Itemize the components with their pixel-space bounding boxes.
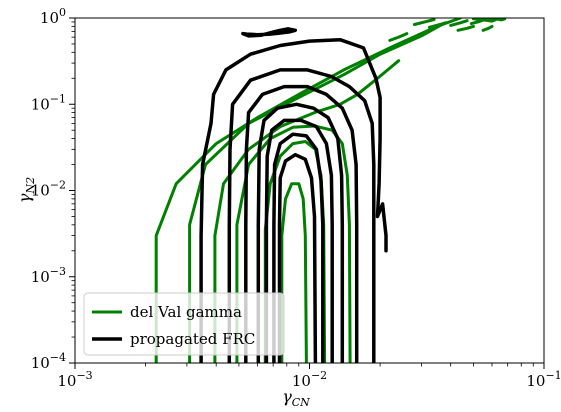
contour-line-propagated-frc — [272, 132, 325, 363]
contour-line-propagated-frc — [264, 118, 334, 363]
contour-line-del-val-gamma — [456, 24, 475, 32]
contour-line-del-val-gamma — [493, 18, 507, 22]
contour-line-propagated-frc — [244, 84, 359, 363]
y-tick-label: 100 — [40, 6, 66, 27]
x-tick-label: 10−2 — [292, 369, 327, 390]
contour-line-propagated-frc — [199, 37, 388, 363]
legend-label-del-val-gamma: del Val gamma — [130, 303, 242, 321]
legend: del Val gamma propagated FRC — [83, 292, 285, 356]
y-tick-label: 10−3 — [31, 265, 66, 286]
legend-label-propagated-frc: propagated FRC — [130, 330, 255, 348]
y-axis-title: γN2 — [15, 177, 37, 203]
x-axis: 10−3 10−2 10−1 — [57, 363, 561, 390]
contour-line-propagated-frc — [227, 68, 376, 363]
y-tick-label: 10−1 — [31, 92, 66, 113]
contour-line-del-val-gamma — [280, 182, 308, 363]
y-tick-label: 10−4 — [31, 351, 66, 372]
contour-line-del-val-gamma — [412, 18, 436, 26]
contour-line-propagated-frc — [277, 152, 318, 363]
contour-line-del-val-gamma — [188, 22, 445, 363]
contour-line-del-val-gamma — [388, 32, 409, 42]
contour-line-del-val-gamma — [154, 18, 462, 363]
x-tick-label: 10−1 — [526, 369, 561, 390]
x-tick-label: 10−3 — [57, 369, 92, 390]
legend-box — [83, 292, 285, 356]
x-axis-title: γCN — [282, 387, 310, 409]
contour-layer — [154, 18, 507, 363]
contour-line-propagated-frc — [256, 102, 345, 363]
contour-line-del-val-gamma — [449, 19, 469, 27]
contour-line-propagated-frc — [241, 27, 298, 38]
contour-line-del-val-gamma — [428, 21, 447, 29]
contour-line-del-val-gamma — [481, 24, 494, 32]
